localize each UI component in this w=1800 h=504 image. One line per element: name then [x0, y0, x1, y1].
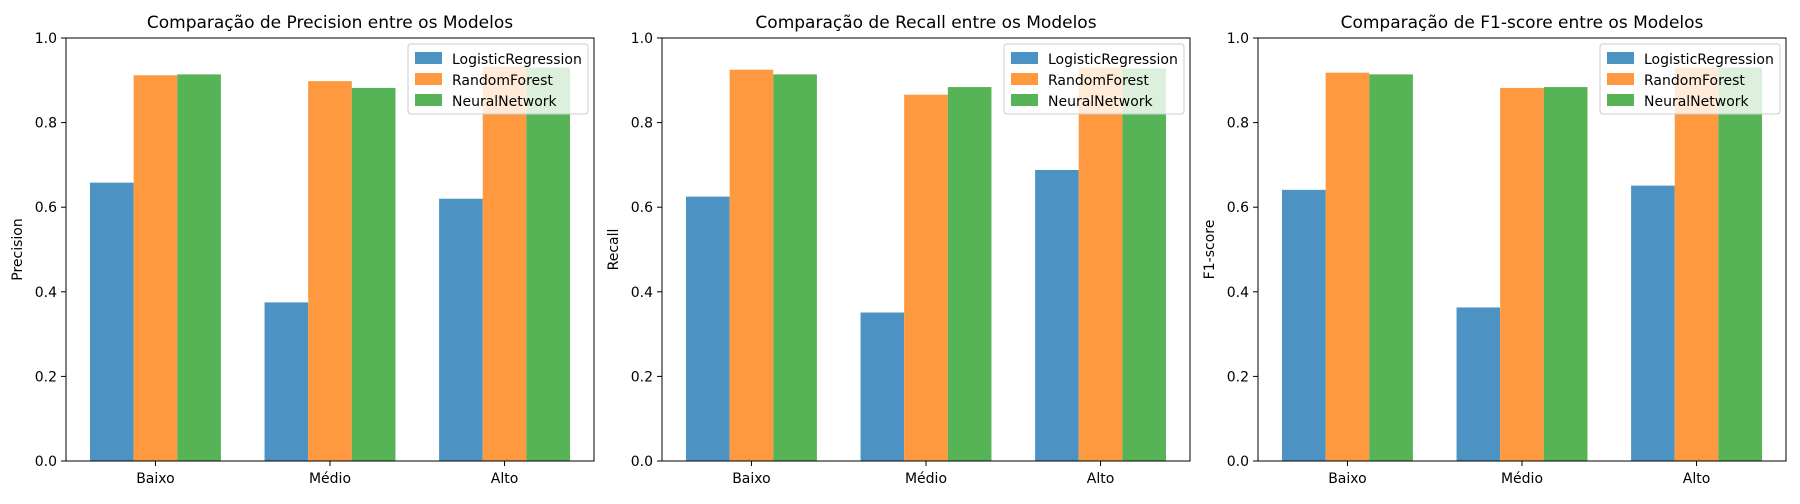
- bar-randomforest-alto: [1078, 67, 1123, 462]
- bar-logisticregression-baixo: [1282, 189, 1326, 461]
- legend-swatch-logisticregression: [1607, 52, 1634, 64]
- y-tick-label: 0.0: [1227, 454, 1249, 470]
- y-tick-label: 0.2: [35, 369, 57, 385]
- bar-randomforest-baixo: [729, 69, 774, 461]
- chart-panel-1: 0.0 0.2 0.4 0.6 0.8 1.0 Baixo Médio Alto Comparaç…: [10, 13, 595, 487]
- legend-swatch-logisticregression: [1011, 52, 1038, 64]
- legend-swatch-randomforest: [415, 73, 442, 85]
- legend-swatch-neuralnetwork: [1011, 94, 1038, 106]
- bar-neuralnetwork-alto: [1718, 67, 1762, 462]
- bar-logisticregression-médio: [1456, 307, 1501, 461]
- bar-logisticregression-baixo: [90, 182, 134, 461]
- legend-label-logisticregression: LogisticRegression: [1048, 52, 1178, 68]
- x-tick-label: Baixo: [136, 471, 175, 487]
- bar-neuralnetwork-alto: [1122, 68, 1166, 462]
- legend-label-randomforest: RandomForest: [1048, 73, 1149, 89]
- legend-box: [407, 43, 589, 115]
- bar-neuralnetwork-baixo: [773, 74, 817, 462]
- bar-neuralnetwork-médio: [1543, 87, 1588, 462]
- x-tick-label: Alto: [1683, 471, 1711, 487]
- bar-logisticregression-alto: [1631, 185, 1675, 461]
- legend-label-randomforest: RandomForest: [452, 73, 553, 89]
- y-axis-label: Precision: [10, 218, 26, 280]
- legend-box: [1599, 43, 1781, 115]
- bar-neuralnetwork-médio: [351, 87, 396, 461]
- y-tick-label: 0.6: [1227, 200, 1249, 216]
- legend-swatch-neuralnetwork: [1607, 94, 1634, 106]
- y-tick-label: 0.6: [35, 200, 57, 216]
- y-tick-label: 0.8: [631, 116, 653, 132]
- x-tick-label: Médio: [1501, 471, 1543, 487]
- y-tick-label: 0.6: [631, 200, 653, 216]
- bar-logisticregression-baixo: [686, 196, 730, 461]
- bar-logisticregression-médio: [860, 312, 905, 461]
- legend-label-logisticregression: LogisticRegression: [1644, 52, 1774, 68]
- y-tick-label: 0.4: [35, 285, 57, 301]
- y-tick-label: 1.0: [1227, 31, 1249, 47]
- legend-label-randomforest: RandomForest: [1644, 73, 1745, 89]
- y-axis-label: Recall: [606, 229, 622, 271]
- y-tick-label: 0.2: [1227, 369, 1249, 385]
- legend-label-neuralnetwork: NeuralNetwork: [1048, 94, 1154, 110]
- chart-title: Comparação de Precision entre os Modelos: [147, 13, 513, 33]
- legend: LogisticRegression RandomForest NeuralNetw…: [1599, 43, 1781, 115]
- y-tick-label: 1.0: [35, 31, 57, 47]
- legend-box: [1003, 43, 1185, 115]
- bar-randomforest-baixo: [133, 75, 178, 461]
- legend-label-logisticregression: LogisticRegression: [452, 52, 582, 68]
- chart-title: Comparação de Recall entre os Modelos: [755, 13, 1096, 33]
- y-tick-label: 0.0: [35, 454, 57, 470]
- bar-randomforest-médio: [1500, 87, 1544, 461]
- y-tick-label: 1.0: [631, 31, 653, 47]
- bar-randomforest-baixo: [1325, 72, 1370, 461]
- y-tick-label: 0.8: [1227, 116, 1249, 132]
- bar-logisticregression-alto: [439, 198, 483, 462]
- legend-label-neuralnetwork: NeuralNetwork: [452, 94, 558, 110]
- bar-randomforest-médio: [904, 94, 948, 461]
- y-tick-label: 0.2: [631, 369, 653, 385]
- x-tick-label: Alto: [491, 471, 519, 487]
- legend: LogisticRegression RandomForest NeuralNetw…: [407, 43, 589, 115]
- chart-panel-2: 0.0 0.2 0.4 0.6 0.8 1.0 Baixo Médio Alto Comparaç…: [606, 13, 1191, 487]
- chart-panel-3: 0.0 0.2 0.4 0.6 0.8 1.0 Baixo Médio Alto Comparaç…: [1202, 13, 1787, 487]
- bar-randomforest-alto: [482, 66, 527, 461]
- bar-neuralnetwork-alto: [526, 67, 570, 462]
- y-tick-label: 0.8: [35, 116, 57, 132]
- legend-swatch-randomforest: [1607, 73, 1634, 85]
- x-tick-label: Alto: [1087, 471, 1115, 487]
- bar-neuralnetwork-baixo: [177, 74, 221, 462]
- bar-randomforest-médio: [308, 81, 352, 462]
- legend-swatch-neuralnetwork: [415, 94, 442, 106]
- y-tick-label: 0.0: [631, 454, 653, 470]
- y-tick-label: 0.4: [1227, 285, 1249, 301]
- chart-title: Comparação de F1-score entre os Modelos: [1341, 13, 1704, 33]
- legend-label-neuralnetwork: NeuralNetwork: [1644, 94, 1750, 110]
- bar-neuralnetwork-baixo: [1369, 74, 1413, 462]
- bar-logisticregression-médio: [264, 302, 309, 461]
- y-tick-label: 0.4: [631, 285, 653, 301]
- x-tick-label: Médio: [309, 471, 351, 487]
- legend: LogisticRegression RandomForest NeuralNetw…: [1003, 43, 1185, 115]
- bar-logisticregression-alto: [1035, 169, 1079, 461]
- bar-randomforest-alto: [1674, 67, 1719, 462]
- x-tick-label: Baixo: [732, 471, 771, 487]
- y-axis-label: F1-score: [1202, 220, 1218, 280]
- legend-swatch-logisticregression: [415, 52, 442, 64]
- bar-neuralnetwork-médio: [947, 87, 992, 462]
- x-tick-label: Médio: [905, 471, 947, 487]
- x-tick-label: Baixo: [1328, 471, 1367, 487]
- legend-swatch-randomforest: [1011, 73, 1038, 85]
